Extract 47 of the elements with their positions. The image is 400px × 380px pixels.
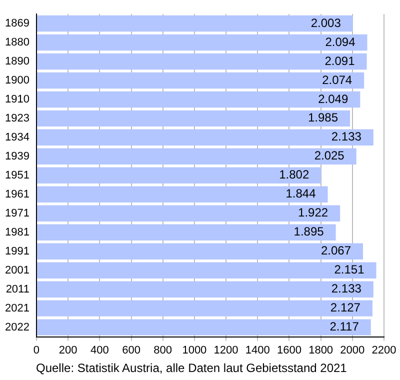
y-tick-label: 1951 [4, 169, 30, 182]
x-tick-label: 1600 [276, 344, 302, 356]
y-tick-label: 1923 [4, 112, 30, 124]
data-label: 2.151 [334, 262, 365, 277]
data-label: 1.802 [279, 168, 310, 182]
data-label: 2.127 [330, 300, 361, 315]
x-tick-label: 0 [33, 344, 40, 356]
x-tick-label: 600 [122, 344, 140, 356]
data-label: 1.985 [308, 110, 338, 125]
x-tick-label: 1200 [214, 344, 238, 356]
y-tick-label: 1991 [4, 245, 30, 258]
data-label: 2.067 [320, 244, 352, 258]
x-tick-label: 800 [154, 344, 172, 356]
data-label: 2.133 [331, 130, 362, 144]
y-tick-label: 2021 [4, 302, 30, 314]
data-label: 2.025 [314, 148, 345, 163]
data-label: 1.895 [294, 224, 324, 239]
x-tick-label: 1400 [245, 344, 270, 356]
y-tick-label: 1939 [4, 150, 30, 162]
y-tick-label: 2022 [4, 321, 30, 334]
data-label: 2.117 [330, 320, 360, 334]
x-tick-label: 1800 [308, 344, 334, 356]
data-label: 2.091 [324, 54, 356, 68]
y-tick-label: 1890 [4, 56, 30, 68]
x-tick-label: 200 [58, 344, 78, 356]
y-tick-label: 1910 [4, 93, 30, 106]
data-label: 1.922 [298, 206, 328, 220]
y-tick-label: 1934 [4, 131, 30, 144]
y-tick-label: 1971 [4, 207, 30, 220]
x-tick-label: 2000 [340, 344, 365, 356]
data-label: 2.094 [325, 34, 356, 49]
y-tick-label: 2001 [4, 264, 30, 276]
y-tick-label: 1869 [4, 18, 30, 30]
x-tick-label: 400 [90, 344, 109, 356]
y-tick-label: 1961 [4, 188, 30, 200]
data-label: 1.844 [286, 186, 316, 201]
x-tick-label: 1000 [182, 344, 207, 356]
source-note: Quelle: Statistik Austria, alle Daten laut Gebietsstand 2021 [36, 361, 347, 375]
x-tick-label: 2200 [372, 344, 396, 356]
y-tick-label: 1900 [4, 74, 30, 86]
data-label: 2.133 [331, 282, 362, 296]
data-label: 2.049 [318, 92, 348, 106]
y-tick-label: 1880 [4, 36, 30, 49]
data-label: 2.003 [310, 16, 342, 30]
y-tick-label: 2011 [6, 283, 30, 296]
y-tick-label: 1981 [4, 226, 30, 238]
data-label: 2.074 [322, 72, 352, 87]
